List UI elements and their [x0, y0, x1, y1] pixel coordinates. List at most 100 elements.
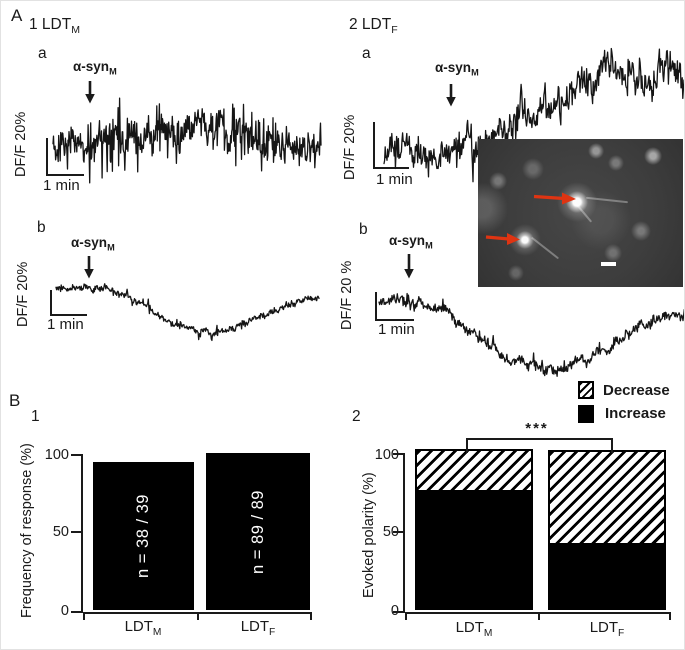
chart-b2-ytick-50: 50 [382, 524, 399, 540]
trace-2a-scalebar [373, 122, 409, 169]
inset-scalebar [601, 262, 616, 266]
b1-xlabel-ldtm: LDTM [103, 618, 183, 638]
trace-1b-sublabel: b [37, 219, 46, 236]
stim-text: α-syn [73, 59, 110, 74]
chart-b1-tick [71, 454, 83, 456]
chart-b2-ytick-100: 100 [374, 447, 399, 463]
group-ldtf-title-base: 2 LDT [349, 16, 392, 33]
trace-1a-stim-label: α-synM [73, 59, 117, 77]
trace-2b-yscale-label: DF/F 20 % [339, 260, 355, 330]
neuron-pointer-arrow-icon [533, 192, 576, 205]
xlabel-sub: F [618, 628, 625, 639]
stim-sub: M [425, 240, 433, 251]
trace-2a-xscale-label: 1 min [376, 171, 413, 188]
chart-b1-xtick [83, 612, 85, 620]
xlabel-base: LDT [589, 619, 619, 636]
trace-2b-stim-label: α-synM [389, 233, 433, 251]
stim-text: α-syn [389, 233, 426, 248]
chart-b2-tick [393, 611, 405, 613]
chart-b1-tick [71, 611, 83, 613]
chart-b1-ytick-0: 0 [60, 603, 69, 619]
b1-xlabel-ldtf: LDTF [218, 618, 298, 638]
stim-text: α-syn [435, 60, 472, 75]
group-ldtf-title-sub: F [391, 24, 398, 37]
b1-bar-ldtf: n = 89 / 89 [206, 453, 310, 610]
legend-label-increase: Increase [605, 405, 666, 422]
xlabel-base: LDT [240, 618, 270, 635]
trace-1a-yscale-label: DF/F 20% [13, 111, 29, 177]
xlabel-base: LDT [124, 618, 153, 635]
stim-sub: M [107, 242, 115, 253]
group-ldtf-title: 2 LDTF [349, 16, 398, 37]
chart-b2-y-axis [403, 453, 405, 613]
group-ldtm-title-base: 1 LDT [29, 16, 72, 33]
chart-b2-xtick [538, 612, 540, 620]
b2-xlabel-ldtf: LDTF [567, 619, 647, 639]
group-ldtm-title: 1 LDTM [29, 16, 80, 37]
chart-b1-index: 1 [31, 408, 40, 425]
xlabel-sub: F [269, 627, 276, 638]
trace-2b-sublabel: b [359, 221, 368, 238]
stim-arrow-icon [85, 81, 95, 104]
trace-1b-xscale-label: 1 min [47, 316, 84, 333]
legend-swatch-increase [578, 405, 594, 423]
trace-1b-stim-label: α-synM [71, 235, 115, 253]
panel-b-label: B [9, 391, 21, 410]
trace-2a-sublabel: a [362, 45, 371, 62]
trace-1a-sublabel: a [38, 45, 47, 62]
legend-label-decrease: Decrease [603, 382, 670, 399]
trace-2a-plot [383, 47, 684, 183]
chart-b2-xtick [405, 612, 407, 620]
significance-stars: *** [525, 420, 549, 437]
stim-arrow-icon [404, 254, 414, 279]
chart-b2-tick [393, 453, 405, 455]
panel-a-label: A [11, 6, 23, 25]
b2-ldtf-decrease-segment [550, 452, 664, 545]
chart-b1-xtick [197, 612, 199, 620]
stim-text: α-syn [71, 235, 108, 250]
chart-b1-tick [71, 531, 83, 533]
chart-b1-y-axis [81, 454, 83, 613]
xlabel-sub: M [152, 627, 162, 638]
legend-swatch-decrease [578, 381, 594, 399]
b1-bar-ldtm-n-text: n = 38 / 39 [134, 494, 152, 578]
b1-bar-ldtm: n = 38 / 39 [93, 462, 194, 610]
group-ldtm-title-sub: M [71, 24, 80, 37]
trace-2a-stim-label: α-synM [435, 60, 479, 78]
b2-ldtf-increase-segment [550, 545, 664, 608]
trace-1a-plot [52, 97, 322, 184]
b2-xlabel-ldtm: LDTM [434, 619, 514, 639]
b2-ldtm-increase-segment [417, 492, 531, 608]
neuron-dendrite [586, 196, 628, 204]
stim-arrow-icon [84, 256, 94, 279]
chart-b1-ytick-50: 50 [52, 524, 69, 540]
xlabel-sub: M [483, 628, 493, 639]
stim-sub: M [471, 67, 479, 78]
xlabel-base: LDT [455, 619, 484, 636]
trace-1b-yscale-label: DF/F 20% [15, 261, 31, 327]
chart-b1-ylabel: Frequency of response (%) [19, 443, 35, 619]
stim-arrow-icon [446, 84, 456, 107]
trace-2a-yscale-label: DF/F 20% [342, 114, 358, 180]
trace-2b-scalebar [375, 292, 414, 321]
neuron-pointer-arrow-icon [485, 233, 520, 245]
trace-1a-scalebar [46, 138, 84, 176]
chart-b2-index: 2 [352, 408, 361, 425]
trace-2b-plot [378, 292, 684, 377]
trace-1b-scalebar [50, 290, 87, 316]
significance-bracket [466, 438, 613, 453]
b2-stack-ldtf [548, 450, 666, 610]
neuron-dendrite [530, 236, 560, 260]
stim-sub: M [109, 66, 117, 77]
b2-stack-ldtm [415, 449, 533, 610]
chart-b2-tick [393, 531, 405, 533]
trace-1a-xscale-label: 1 min [43, 177, 80, 194]
trace-1b-plot [55, 283, 320, 342]
b1-bar-ldtf-n-text: n = 89 / 89 [248, 489, 267, 574]
chart-b2-xtick [669, 612, 671, 620]
trace-2b-xscale-label: 1 min [378, 321, 415, 338]
fluorescence-inset-image [478, 139, 683, 287]
b2-ldtm-decrease-segment [417, 451, 531, 492]
chart-b1-xtick [310, 612, 312, 620]
